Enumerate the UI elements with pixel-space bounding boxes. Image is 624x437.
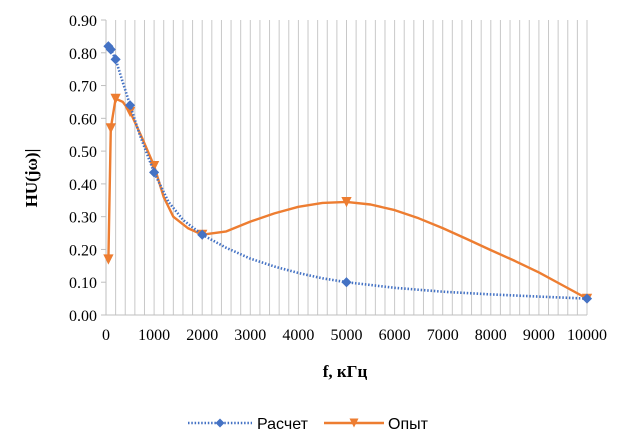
x-tick-label: 2000: [186, 327, 218, 344]
tick-labels: 0.00 0.10 0.20 0.30 0.40 0.50 0.60 0.70 0.80 0.90…: [69, 13, 607, 344]
y-axis-title: HU(jω)|: [22, 149, 41, 208]
data-point-opyt: [341, 197, 352, 208]
y-tick-label: 0.10: [69, 275, 97, 292]
y-tick-label: 0.20: [69, 242, 97, 259]
x-tick-label: 1000: [138, 327, 170, 344]
y-tick-label: 0.50: [69, 144, 97, 161]
y-tick-label: 0.90: [69, 13, 97, 30]
plot-series: [103, 41, 593, 305]
legend-item-raschet: Расчет: [188, 416, 309, 433]
y-tick-label: 0.30: [69, 210, 97, 227]
y-tick-label: 0.80: [69, 46, 97, 63]
data-point-opyt: [110, 93, 121, 105]
data-point-raschet: [197, 229, 208, 240]
data-point-raschet: [149, 167, 160, 178]
x-tick-label: 6000: [379, 327, 411, 344]
x-tick-label: 0: [102, 327, 110, 344]
data-point-raschet: [110, 54, 121, 65]
y-tick-label: 0.60: [69, 111, 97, 128]
x-tick-label: 7000: [427, 327, 459, 344]
x-tick-label: 4000: [282, 327, 314, 344]
grid: [115, 20, 588, 315]
y-tick-label: 0.70: [69, 79, 97, 96]
data-point-raschet: [581, 293, 593, 304]
data-point-raschet: [124, 100, 136, 111]
series-line-raschet: [107, 45, 588, 300]
legend: Расчет Опыт: [188, 416, 429, 433]
y-tick-label: 0.00: [69, 308, 97, 325]
x-tick-label: 5000: [331, 327, 363, 344]
data-point-opyt: [105, 123, 116, 134]
x-tick-label: 3000: [234, 327, 266, 344]
y-tick-label: 0.40: [69, 177, 97, 194]
axes: [101, 19, 587, 316]
x-axis-title: f, кГц: [323, 362, 368, 381]
legend-label-opyt: Опыт: [388, 416, 429, 433]
legend-marker-raschet: [215, 418, 225, 428]
x-tick-label: 10000: [567, 327, 607, 344]
data-point-raschet: [105, 44, 116, 55]
legend-marker-opyt: [349, 418, 359, 428]
data-point-raschet: [341, 277, 352, 288]
data-point-opyt: [103, 254, 114, 265]
x-tick-label: 8000: [475, 327, 507, 344]
series-line-opyt: [107, 97, 588, 300]
legend-item-opyt: Опыт: [324, 416, 429, 433]
x-tick-label: 9000: [523, 327, 555, 344]
legend-label-raschet: Расчет: [257, 416, 309, 433]
